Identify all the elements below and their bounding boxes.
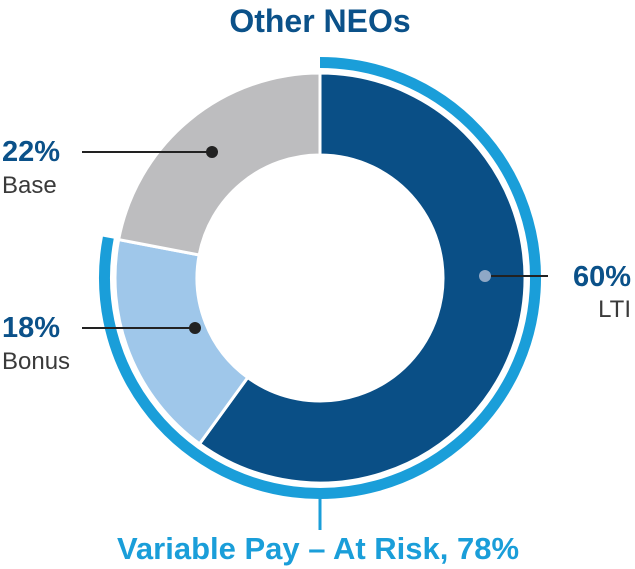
bonus-name-label: Bonus: [2, 348, 70, 375]
slice-base: [116, 71, 322, 257]
lti-percent-label: 60%: [573, 261, 631, 293]
variable-pay-label: Variable Pay – At Risk, 78%: [117, 531, 519, 566]
bonus-percent-label: 18%: [2, 312, 60, 344]
base-leader: [82, 146, 218, 158]
chart-title: Other NEOs: [229, 3, 410, 39]
label-leaders: [82, 146, 548, 530]
donut-slices: [113, 71, 527, 485]
variable-pay-arc: [99, 57, 541, 499]
base-percent-label: 22%: [2, 136, 60, 168]
bonus-leader: [82, 322, 201, 334]
lti-leader: [479, 270, 548, 282]
lti-name-label: LTI: [598, 296, 631, 323]
slice-lti: [197, 71, 527, 485]
base-name-label: Base: [2, 172, 57, 199]
